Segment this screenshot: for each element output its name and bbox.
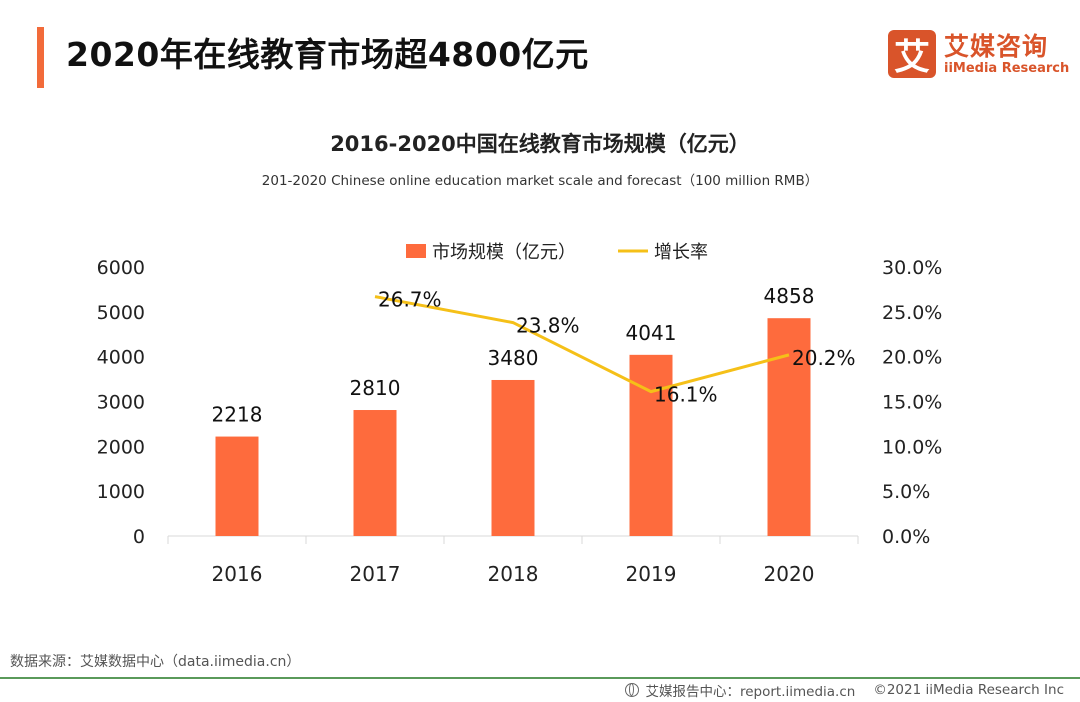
x-axis-tick-label: 2018 xyxy=(488,562,539,586)
logo-name-cn: 艾媒咨询 xyxy=(944,31,1049,61)
line-series: 26.7% 23.8% 16.1% 20.2% xyxy=(374,288,856,407)
bar-2018 xyxy=(491,379,535,536)
x-axis-tick-label: 2016 xyxy=(212,562,263,586)
growth-rate-label: 26.7% xyxy=(378,288,442,312)
left-axis-tick-label: 1000 xyxy=(97,481,145,503)
legend-label-market-size: 市场规模（亿元） xyxy=(432,242,576,263)
globe-icon xyxy=(625,683,640,697)
iimedia-logo: 艾 艾媒咨询 iiMedia Research xyxy=(888,30,1069,78)
right-axis-tick-label: 15.0% xyxy=(882,392,942,414)
right-axis-tick-label: 20.0% xyxy=(882,347,942,369)
data-source: 数据来源：艾媒数据中心（data.iimedia.cn） xyxy=(10,654,301,670)
left-axis-tick-label: 6000 xyxy=(97,257,145,279)
left-axis-tick-label: 3000 xyxy=(97,392,145,414)
page-title: 2020年在线教育市场超4800亿元 xyxy=(66,35,589,74)
logo-name-en: iiMedia Research xyxy=(944,60,1070,76)
report-center-link[interactable]: 艾媒报告中心：report.iimedia.cn xyxy=(645,684,856,700)
x-axis-tick-label: 2017 xyxy=(350,562,401,586)
bar-2016 xyxy=(215,436,259,536)
growth-rate-label: 20.2% xyxy=(792,346,856,370)
bar-value-label: 4041 xyxy=(626,321,677,345)
bar-2017 xyxy=(353,410,397,536)
bar-2020 xyxy=(767,318,811,536)
left-axis-tick-label: 0 xyxy=(133,526,145,548)
left-axis-tick-label: 4000 xyxy=(97,347,145,369)
growth-rate-line xyxy=(374,295,790,394)
right-axis-tick-label: 10.0% xyxy=(882,436,942,458)
logo-mark-icon: 艾 xyxy=(888,30,936,78)
footer: 艾媒报告中心：report.iimedia.cn ©2021 iiMedia R… xyxy=(625,680,1064,700)
copyright: ©2021 iiMedia Research Inc xyxy=(873,682,1064,698)
left-axis-tick-label: 2000 xyxy=(97,436,145,458)
bar-value-label: 2810 xyxy=(350,376,401,400)
legend: 市场规模（亿元） 增长率 xyxy=(406,242,708,263)
x-axis: 2016 2017 2018 2019 2020 xyxy=(167,535,859,586)
x-axis-tick-label: 2020 xyxy=(764,562,815,586)
chart-subtitle: 201-2020 Chinese online education market… xyxy=(261,173,819,189)
title-accent-bar xyxy=(37,27,44,88)
legend-label-growth-rate: 增长率 xyxy=(654,242,708,263)
bar-value-label: 2218 xyxy=(212,403,263,427)
x-axis-tick-label: 2019 xyxy=(626,562,677,586)
right-axis: 0.0% 5.0% 10.0% 15.0% 20.0% 25.0% 30.0% xyxy=(882,257,942,548)
bar-value-label: 4858 xyxy=(764,284,815,308)
right-axis-tick-label: 30.0% xyxy=(882,257,942,279)
left-axis-tick-label: 5000 xyxy=(97,302,145,324)
right-axis-tick-label: 5.0% xyxy=(882,481,930,503)
legend-swatch-market-size xyxy=(406,244,426,258)
growth-rate-label: 16.1% xyxy=(654,383,718,407)
right-axis-tick-label: 0.0% xyxy=(882,526,930,548)
left-axis: 0 1000 2000 3000 4000 5000 6000 xyxy=(97,257,145,548)
footer-divider xyxy=(0,677,1080,679)
growth-rate-label: 23.8% xyxy=(516,314,580,338)
right-axis-tick-label: 25.0% xyxy=(882,302,942,324)
chart-title: 2016-2020中国在线教育市场规模（亿元） xyxy=(330,132,750,156)
bar-value-label: 3480 xyxy=(488,346,539,370)
